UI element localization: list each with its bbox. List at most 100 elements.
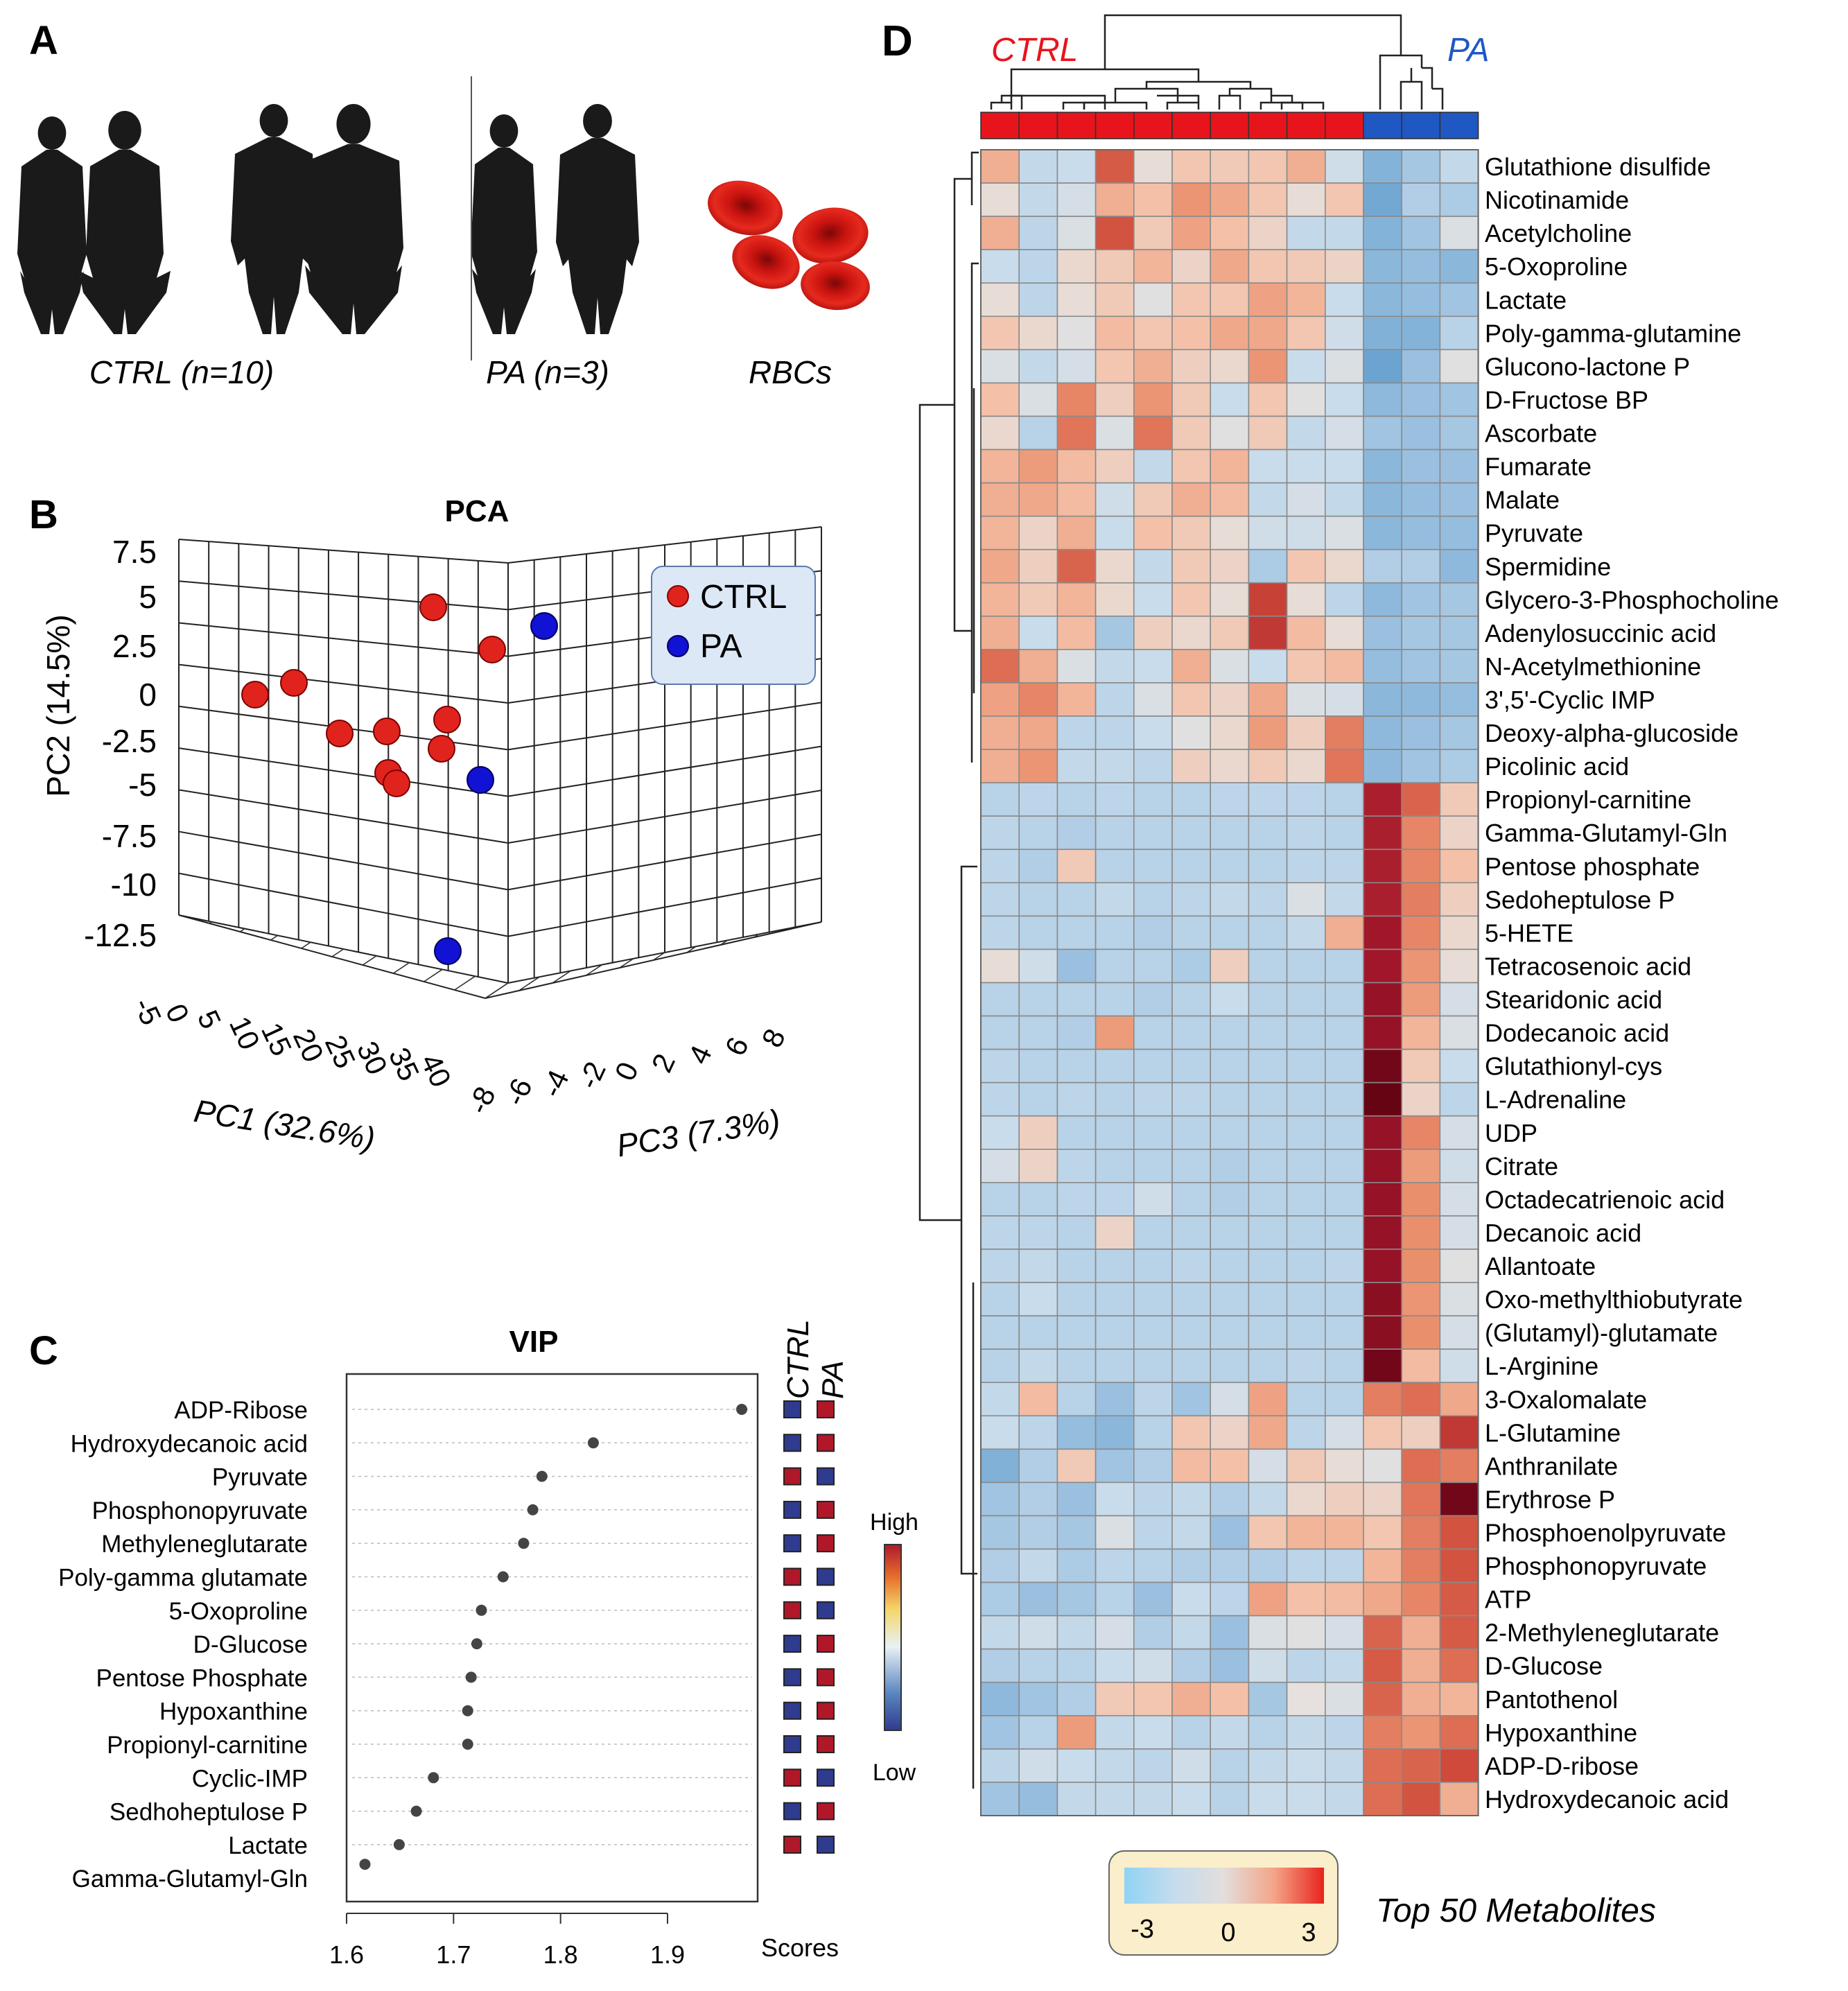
heatmap-cell [1363, 1348, 1403, 1384]
heatmap-cell [1325, 216, 1364, 250]
heatmap-cell [1325, 1382, 1364, 1417]
heatmap-cell [1018, 349, 1058, 384]
heatmap-cell [1210, 349, 1250, 384]
heatmap-row-label: Glutathione disulfide [1485, 153, 1711, 181]
heatmap-cell [1401, 1382, 1441, 1417]
heatmap-cell [1210, 849, 1250, 884]
heatmap-cell [1095, 149, 1135, 184]
heatmap-cell [1018, 1648, 1058, 1683]
heatmap-cell [1095, 1149, 1135, 1183]
heatmap-cell [1325, 782, 1364, 817]
heatmap-cell [1325, 449, 1364, 484]
vip-score-dot [471, 1638, 482, 1650]
heatmap-cell [1133, 948, 1173, 984]
heatmap-cell [1325, 815, 1364, 851]
vip-score-dot [497, 1571, 509, 1583]
heatmap-cell [1286, 1448, 1326, 1484]
heatmap-cell [1286, 616, 1326, 650]
heatmap-cell [1133, 1015, 1173, 1050]
heatmap-cell [980, 582, 1020, 617]
heatmap-cell [1248, 1548, 1288, 1583]
heatmap-cell [1248, 1215, 1288, 1250]
heatmap-row-label: L-Glutamine [1485, 1418, 1621, 1447]
heatmap-cell [1325, 649, 1364, 684]
heatmap-cell [1363, 582, 1403, 617]
vip-row-label: Poly-gamma glutamate [58, 1565, 308, 1592]
heatmap-cell [1171, 149, 1212, 184]
heatmap-cell [1325, 1748, 1364, 1783]
vip-row-label: Pentose Phosphate [96, 1664, 308, 1692]
heatmap-cell [1095, 1215, 1135, 1250]
heatmap-cell [1171, 548, 1212, 584]
heatmap-cell [1401, 1448, 1441, 1484]
heatmap-cell [1363, 315, 1403, 351]
heatmap-row-label: Spermidine [1485, 553, 1611, 581]
heatmap-cell [1248, 1315, 1288, 1350]
heatmap-cell [980, 1282, 1020, 1316]
heatmap-cell [1401, 749, 1441, 783]
heatmap-cell [980, 815, 1020, 851]
vip-row-label: Propionyl-carnitine [107, 1732, 308, 1759]
pca-y-tick-label: 0 [139, 677, 157, 713]
pca-z-tick-label: -8 [462, 1081, 502, 1119]
heatmap-row-label: Citrate [1485, 1152, 1558, 1181]
heatmap-cell [1325, 1282, 1364, 1316]
heatmap-cell [1286, 548, 1326, 584]
heatmap-cell [1248, 1448, 1288, 1484]
heatmap-cell [1248, 782, 1288, 817]
heatmap-row-label: Lactate [1485, 286, 1567, 314]
heatmap-cell [980, 715, 1020, 750]
pca-y-tick-label: -5 [128, 767, 157, 803]
heatmap-cell [1095, 382, 1135, 417]
heatmap-row-label: Adenylosuccinic acid [1485, 619, 1716, 647]
heatmap-cell [1248, 682, 1288, 717]
heatmap-cell [1286, 948, 1326, 984]
vip-group-level-box [817, 1467, 835, 1486]
heatmap-cell [1363, 1382, 1403, 1417]
vip-score-dot [393, 1838, 405, 1850]
heatmap-cell [1210, 482, 1250, 517]
heatmap-row-label: Glutathionyl-cys [1485, 1052, 1662, 1081]
heatmap-cell [1363, 1282, 1403, 1316]
heatmap-cell [1056, 849, 1097, 884]
heatmap-cell [1248, 349, 1288, 384]
heatmap-cell [1401, 982, 1441, 1017]
heatmap-cell [1056, 216, 1097, 250]
heatmap-cell [1363, 1048, 1403, 1084]
heatmap-cell [980, 1382, 1020, 1417]
heatmap-cell [1439, 1249, 1479, 1283]
heatmap-cell [1325, 1615, 1364, 1650]
heatmap-cell [1171, 616, 1212, 650]
heatmap-cell [1171, 1681, 1212, 1716]
heatmap-cell [1325, 1081, 1364, 1117]
heatmap-cell [1133, 1315, 1173, 1350]
heatmap-cell [1363, 149, 1403, 184]
heatmap-cell [1210, 1481, 1250, 1517]
pca-z-tick-label: 2 [645, 1049, 681, 1077]
heatmap-cell [1401, 815, 1441, 851]
pca-points [241, 593, 558, 965]
heatmap-cell [1018, 616, 1058, 650]
heatmap-cell [1133, 1615, 1173, 1650]
male-slim-icon [556, 104, 639, 334]
heatmap-cell [1439, 1182, 1479, 1217]
heatmap-cell [1439, 782, 1479, 817]
heatmap-cell [980, 1581, 1020, 1617]
heatmap-cell [1401, 1315, 1441, 1350]
heatmap-cell [1439, 882, 1479, 917]
heatmap-cell [1439, 682, 1479, 717]
heatmap-cell [1171, 782, 1212, 817]
heatmap-cell [1286, 182, 1326, 217]
heatmap-cell [1248, 1149, 1288, 1183]
heatmap-cell [980, 249, 1020, 284]
heatmap-cell [1286, 1515, 1326, 1550]
heatmap-row-label: 3-Oxalomalate [1485, 1385, 1647, 1414]
heatmap-cell [1248, 1182, 1288, 1217]
heatmap-cell [1133, 449, 1173, 484]
heatmap-cell [1325, 1048, 1364, 1084]
heatmap-cell [1210, 1415, 1250, 1450]
heatmap-cell [1133, 1149, 1173, 1183]
pca-z-tick-label: 4 [682, 1041, 718, 1069]
heatmap-cell [1018, 1415, 1058, 1450]
pca-title: PCA [445, 494, 509, 528]
